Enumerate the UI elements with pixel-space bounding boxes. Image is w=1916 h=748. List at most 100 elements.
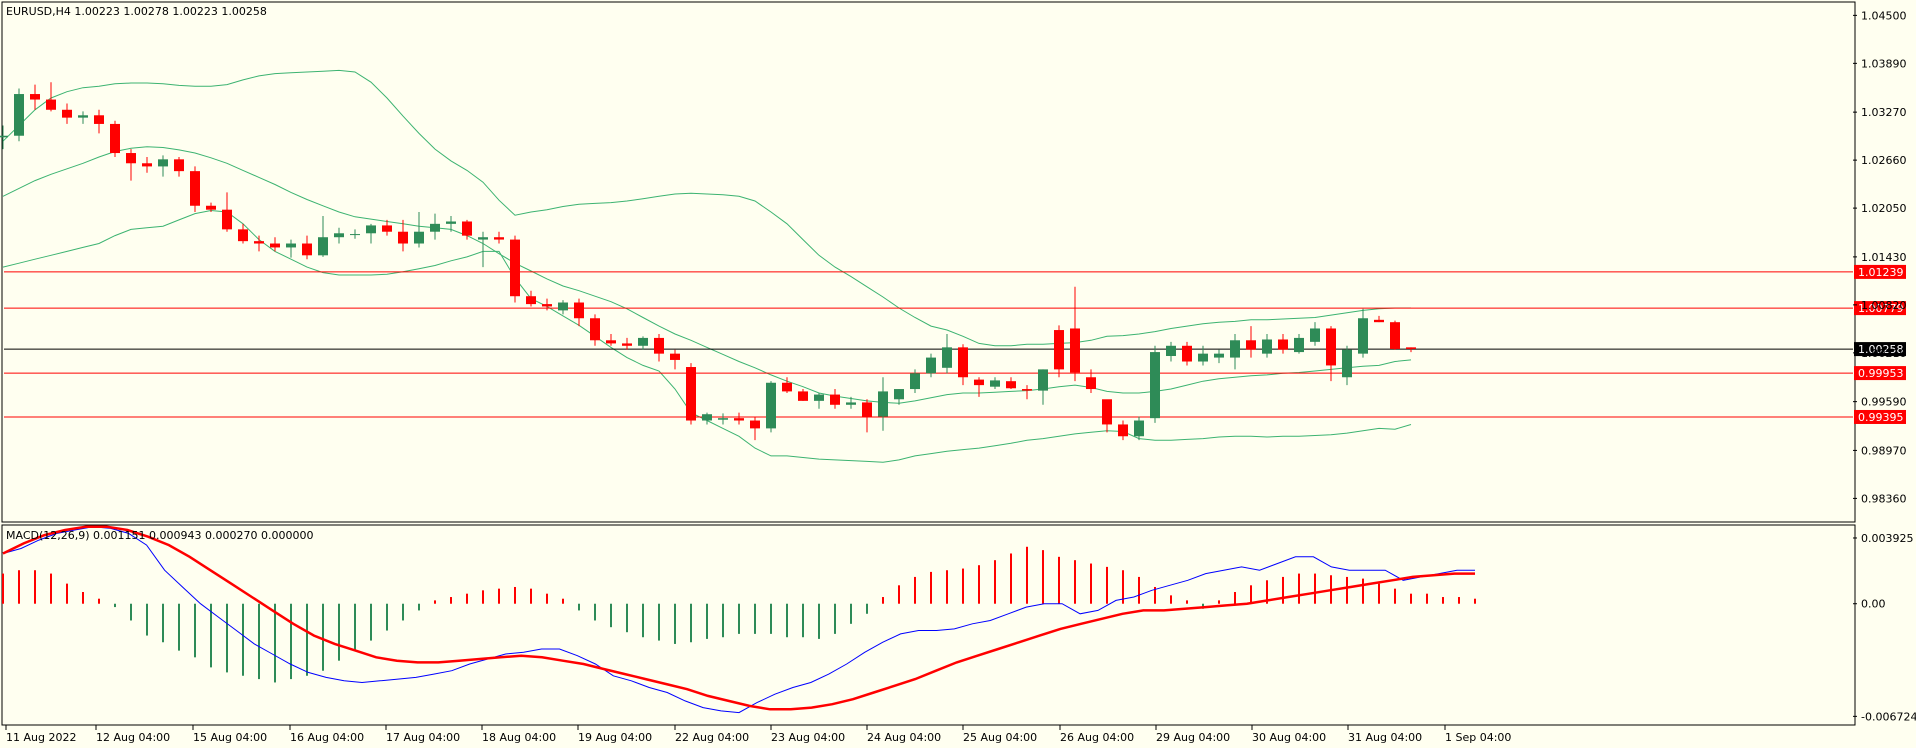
candle-body xyxy=(430,223,440,232)
chart-title: EURUSD,H4 1.00223 1.00278 1.00223 1.0025… xyxy=(6,5,267,18)
candle-body xyxy=(1358,318,1368,354)
candle-body xyxy=(1406,347,1416,349)
current-price-label: 1.00258 xyxy=(1858,343,1904,356)
candle-body xyxy=(1102,399,1112,425)
time-tick-label: 15 Aug 04:00 xyxy=(193,731,267,744)
candle-body xyxy=(798,391,808,401)
candle-body xyxy=(654,337,664,354)
candle-body xyxy=(1166,345,1176,357)
candle-body xyxy=(238,229,248,242)
candle-body xyxy=(1374,319,1384,323)
candle-body xyxy=(1294,337,1304,353)
candle-body xyxy=(254,241,264,244)
candle-body xyxy=(1214,353,1224,358)
candle-body xyxy=(1230,340,1240,358)
time-tick-label: 30 Aug 04:00 xyxy=(1252,731,1326,744)
price-tick-label: 1.03890 xyxy=(1861,57,1907,70)
macd-signal-line xyxy=(2,525,1475,711)
candle-body xyxy=(558,302,568,311)
candle-body xyxy=(142,163,152,167)
candle-body xyxy=(510,239,520,297)
price-axis: 1.04500 1.03890 1.03270 1.02660 1.02050 1.014… xyxy=(1853,9,1907,505)
candle-body xyxy=(494,237,504,240)
time-tick-label: 22 Aug 04:00 xyxy=(675,731,749,744)
candle-body xyxy=(190,171,200,206)
price-level-label: 1.01239 xyxy=(1858,266,1904,279)
candle-body xyxy=(734,418,744,421)
candle-body xyxy=(1342,349,1352,378)
candle-body xyxy=(366,225,376,234)
macd-tick-label: 0.00 xyxy=(1861,598,1886,611)
price-level-label: 0.99395 xyxy=(1858,411,1904,424)
candle-body xyxy=(478,237,488,240)
candle-body xyxy=(702,414,712,421)
time-tick-label: 29 Aug 04:00 xyxy=(1156,731,1230,744)
time-tick-label: 25 Aug 04:00 xyxy=(963,731,1037,744)
candle-body xyxy=(94,115,104,124)
candle-body xyxy=(862,402,872,417)
time-tick-label: 1 Sep 04:00 xyxy=(1445,731,1511,744)
price-level-label: 0.99953 xyxy=(1858,367,1904,380)
candle-body xyxy=(926,357,936,374)
macd-main-line xyxy=(2,526,1475,714)
candle-body xyxy=(62,109,72,118)
candle-body xyxy=(590,318,600,341)
time-tick-label: 12 Aug 04:00 xyxy=(96,731,170,744)
candle-body xyxy=(110,123,120,154)
current-price-tag xyxy=(1854,342,1906,357)
candle-body xyxy=(1150,352,1160,419)
price-tick-label: 1.04500 xyxy=(1861,9,1907,22)
candle-body xyxy=(1262,339,1272,354)
candle-body xyxy=(382,225,392,232)
candle-body xyxy=(462,221,472,236)
candle-body xyxy=(1054,330,1064,370)
candle-body xyxy=(942,347,952,368)
price-tick-label: 0.98360 xyxy=(1861,492,1907,505)
candle-body xyxy=(990,380,1000,387)
macd-tick-label: 0.003925 xyxy=(1861,532,1914,545)
candle-body xyxy=(334,233,344,238)
time-tick-label: 19 Aug 04:00 xyxy=(578,731,652,744)
time-tick-label: 23 Aug 04:00 xyxy=(771,731,845,744)
candle-body xyxy=(526,296,536,305)
bollinger-upper-line xyxy=(2,69,1411,347)
candle-body xyxy=(606,340,616,344)
price-tick-label: 1.01430 xyxy=(1861,251,1907,264)
price-tick-label: 0.99590 xyxy=(1861,396,1907,409)
candle-body xyxy=(894,389,904,400)
candle-body xyxy=(318,237,328,256)
candle-body xyxy=(846,402,856,405)
candlesticks xyxy=(0,82,1416,441)
candle-body xyxy=(126,153,136,164)
candle-body xyxy=(1022,389,1032,391)
candle-body xyxy=(0,135,8,138)
candle-body xyxy=(46,99,56,110)
macd-axis: 0.003925 0.00 -0.006724 xyxy=(1853,532,1916,723)
price-level-tag xyxy=(1854,264,1906,279)
candle-body xyxy=(542,304,552,307)
price-tick-label: 1.00820 xyxy=(1861,299,1907,312)
candle-body xyxy=(350,234,360,236)
candle-body xyxy=(414,231,424,244)
price-tick-label: 1.00210 xyxy=(1861,347,1907,360)
time-tick-label: 16 Aug 04:00 xyxy=(290,731,364,744)
macd-title: MACD(12,26,9) 0.001151 0.000943 0.000270… xyxy=(6,529,313,542)
candle-body xyxy=(974,379,984,386)
candle-body xyxy=(574,302,584,319)
time-tick-label: 26 Aug 04:00 xyxy=(1060,731,1134,744)
price-tick-label: 1.03270 xyxy=(1861,106,1907,119)
time-tick-label: 24 Aug 04:00 xyxy=(867,731,941,744)
candle-body xyxy=(286,243,296,248)
price-levels: 1.01239 1.00779 0.99953 0.99395 1.00258 xyxy=(4,264,1906,424)
price-tick-label: 1.02050 xyxy=(1861,202,1907,215)
candle-body xyxy=(686,367,696,421)
macd-tick-label: -0.006724 xyxy=(1861,710,1916,723)
candle-body xyxy=(830,394,840,405)
candle-body xyxy=(718,418,728,420)
macd-indicator xyxy=(2,525,1476,714)
candle-body xyxy=(958,347,968,378)
candle-body xyxy=(782,382,792,392)
candle-body xyxy=(270,243,280,248)
price-level-tag xyxy=(1854,409,1906,424)
